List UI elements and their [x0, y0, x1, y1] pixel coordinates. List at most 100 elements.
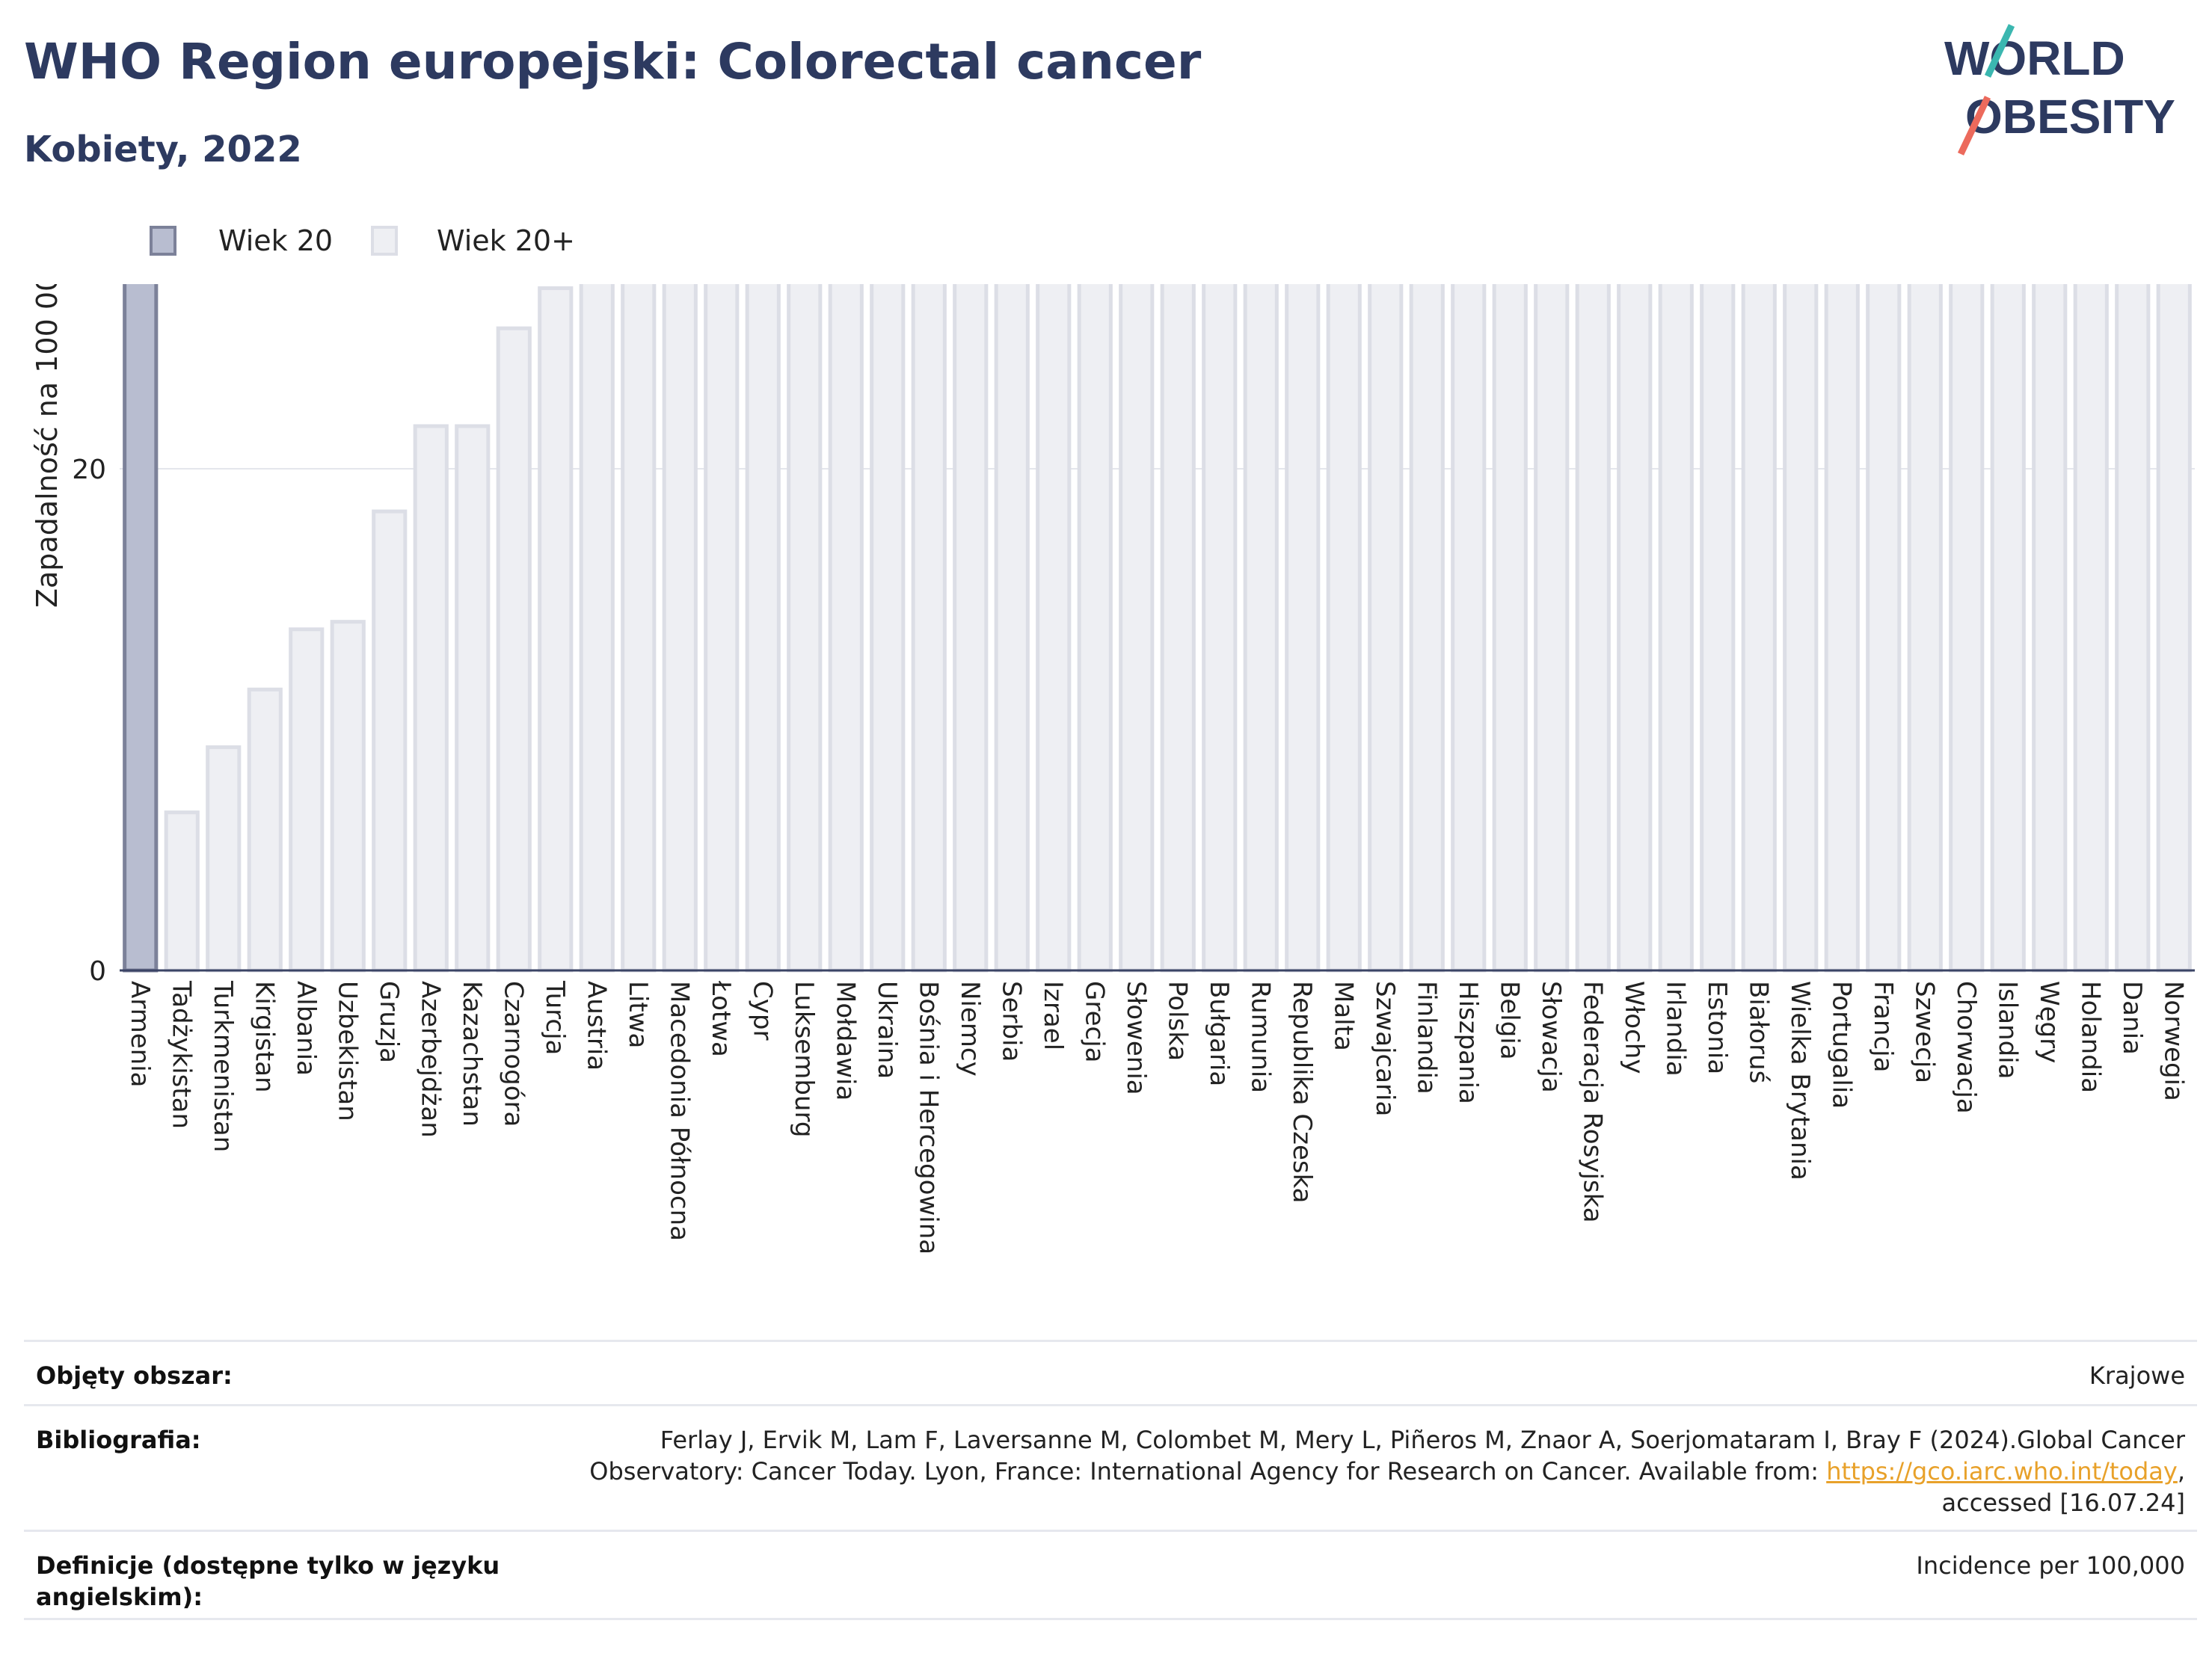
x-tick-label-44: Chorwacja [1951, 981, 1981, 1114]
bar-40 [1783, 284, 1819, 973]
x-tick-label-49: Norwegia [2158, 981, 2188, 1101]
x-tick-label-36: Włochy [1619, 981, 1649, 1074]
bar-48 [2115, 284, 2151, 973]
x-tick-label-32: Hiszpania [1453, 981, 1483, 1104]
bar-30 [1368, 284, 1404, 973]
x-tick-label-18: Ukraina [872, 981, 902, 1079]
bar-10 [538, 286, 574, 973]
x-tick-label-24: Słowenia [1121, 981, 1151, 1095]
x-tick-label-5: Uzbekistan [332, 981, 362, 1121]
bar-13 [662, 284, 698, 973]
info-row-area: Objęty obszar: Krajowe [24, 1340, 2197, 1404]
x-tick-label-42: Francja [1868, 981, 1898, 1072]
x-tick-label-15: Cypr [747, 981, 777, 1040]
x-tick-label-9: Czarnogóra [498, 981, 528, 1127]
bibliography-text: Ferlay J, Ervik M, Lam F, Laversanne M, … [589, 1426, 2185, 1486]
bar-2 [206, 745, 242, 973]
bar-5 [330, 620, 366, 973]
bar-41 [1824, 284, 1860, 973]
bar-19 [911, 284, 947, 973]
x-tick-label-45: Islandia [1992, 981, 2022, 1079]
x-tick-label-7: Azerbejdżan [415, 981, 445, 1138]
bar-38 [1700, 284, 1736, 973]
x-tick-label-35: Federacja Rosyjska [1577, 981, 1607, 1223]
bar-17 [828, 284, 864, 973]
x-tick-label-8: Kazachstan [457, 981, 487, 1127]
bar-29 [1326, 284, 1362, 973]
bar-25 [1160, 284, 1196, 973]
x-tick-label-17: Mołdawia [830, 981, 860, 1101]
bar-4 [289, 627, 325, 973]
x-tick-label-10: Turcja [540, 980, 570, 1055]
bar-26 [1202, 284, 1238, 973]
bar-20 [953, 284, 989, 973]
x-tick-label-11: Austria [581, 981, 611, 1071]
bibliography-accessed: , accessed [16.07.24] [1941, 1457, 2185, 1517]
info-key-bibliography: Bibliografia: [36, 1426, 201, 1454]
bar-36 [1617, 284, 1653, 973]
table-bottom-rule [24, 1618, 2197, 1620]
legend-swatch-wiek-20 [150, 226, 176, 256]
bar-0 [123, 284, 159, 973]
x-tick-label-40: Wielka Brytania [1785, 981, 1815, 1181]
bar-12 [621, 284, 657, 973]
bar-46 [2032, 284, 2068, 973]
y-tick-label-20: 20 [72, 455, 106, 485]
x-tick-label-38: Estonia [1702, 981, 1732, 1074]
bar-47 [2073, 284, 2109, 973]
bar-34 [1534, 284, 1570, 973]
info-value-area: Krajowe [2089, 1361, 2185, 1390]
bar-49 [2156, 284, 2192, 973]
bar-14 [704, 284, 740, 973]
x-tick-label-20: Niemcy [955, 981, 985, 1077]
page-title: WHO Region europejski: Colorectal cancer [24, 33, 1202, 90]
x-tick-label-3: Kirgistan [249, 981, 279, 1093]
x-tick-label-34: Słowacja [1536, 981, 1566, 1093]
x-tick-label-28: Republika Czeska [1287, 981, 1317, 1204]
x-tick-label-47: Holandia [2075, 981, 2105, 1093]
x-tick-label-22: Izrael [1038, 981, 1068, 1050]
bar-6 [372, 509, 408, 973]
bar-35 [1575, 284, 1611, 973]
bar-8 [455, 424, 491, 973]
info-value-bibliography: Ferlay J, Ervik M, Lam F, Laversanne M, … [540, 1424, 2185, 1518]
x-tick-label-16: Luksemburg [789, 981, 819, 1137]
page-subtitle: Kobiety, 2022 [24, 129, 302, 170]
x-tick-label-4: Albania [291, 981, 321, 1076]
info-key-area: Objęty obszar: [36, 1361, 233, 1390]
bar-33 [1492, 284, 1528, 973]
logo-slash-coral [1957, 96, 1991, 156]
x-tick-label-23: Grecja [1079, 981, 1109, 1062]
x-tick-label-39: Białoruś [1743, 981, 1773, 1083]
logo-slash-teal [1984, 24, 2015, 78]
x-tick-label-27: Rumunia [1245, 981, 1275, 1093]
info-value-definitions: Incidence per 100,000 [1916, 1551, 2185, 1580]
x-tick-label-30: Szwajcaria [1370, 981, 1400, 1116]
bar-27 [1243, 284, 1279, 973]
x-tick-label-33: Belgia [1494, 981, 1524, 1060]
x-tick-label-29: Malta [1328, 981, 1358, 1051]
bar-37 [1658, 284, 1694, 973]
x-tick-label-0: Armenia [125, 981, 155, 1088]
bibliography-link[interactable]: https://gco.iarc.who.int/today [1826, 1457, 2178, 1486]
bar-23 [1077, 284, 1113, 973]
x-tick-label-2: Turkmenistan [208, 980, 238, 1152]
bar-39 [1741, 284, 1777, 973]
bar-3 [247, 687, 283, 973]
x-tick-label-43: Szwecja [1909, 981, 1939, 1083]
bar-chart: 0204060Zapadalność na 100 000ArmeniaTadż… [31, 284, 2195, 1255]
x-tick-label-25: Polska [1162, 981, 1192, 1061]
info-row-definitions: Definicje (dostępne tylko w języku angie… [24, 1530, 2197, 1618]
x-tick-label-13: Macedonia Północna [664, 981, 694, 1241]
legend-swatch-wiek-20-plus [371, 226, 398, 256]
info-row-bibliography: Bibliografia: Ferlay J, Ervik M, Lam F, … [24, 1404, 2197, 1530]
x-tick-label-37: Irlandia [1660, 981, 1690, 1077]
world-obesity-logo: WORLD OBESITY [1944, 24, 2175, 156]
bar-18 [870, 284, 906, 973]
info-table: Objęty obszar: Krajowe Bibliografia: Fer… [24, 1340, 2197, 1618]
x-tick-label-12: Litwa [623, 981, 653, 1048]
bar-45 [1990, 284, 2026, 973]
x-tick-label-26: Bułgaria [1204, 981, 1234, 1086]
bar-24 [1119, 284, 1155, 973]
bar-21 [994, 284, 1030, 973]
